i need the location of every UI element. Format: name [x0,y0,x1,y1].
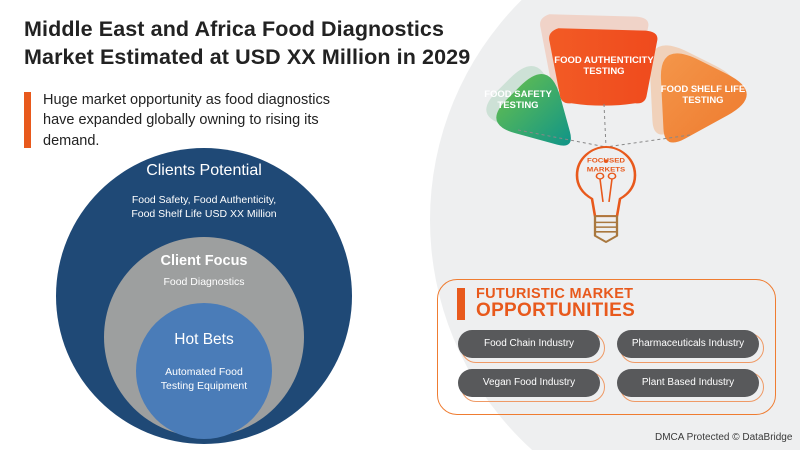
svg-text:TESTING: TESTING [583,66,624,77]
svg-text:FOOD SHELF LIFE: FOOD SHELF LIFE [661,84,745,95]
svg-text:MARKETS: MARKETS [587,167,626,173]
svg-text:FOOD AUTHENTICITY: FOOD AUTHENTICITY [554,55,654,66]
svg-text:TESTING: TESTING [682,95,723,106]
svg-text:FOCUSED: FOCUSED [587,158,625,164]
svg-text:TESTING: TESTING [497,100,538,111]
svg-text:FOOD SAFETY: FOOD SAFETY [484,89,552,100]
